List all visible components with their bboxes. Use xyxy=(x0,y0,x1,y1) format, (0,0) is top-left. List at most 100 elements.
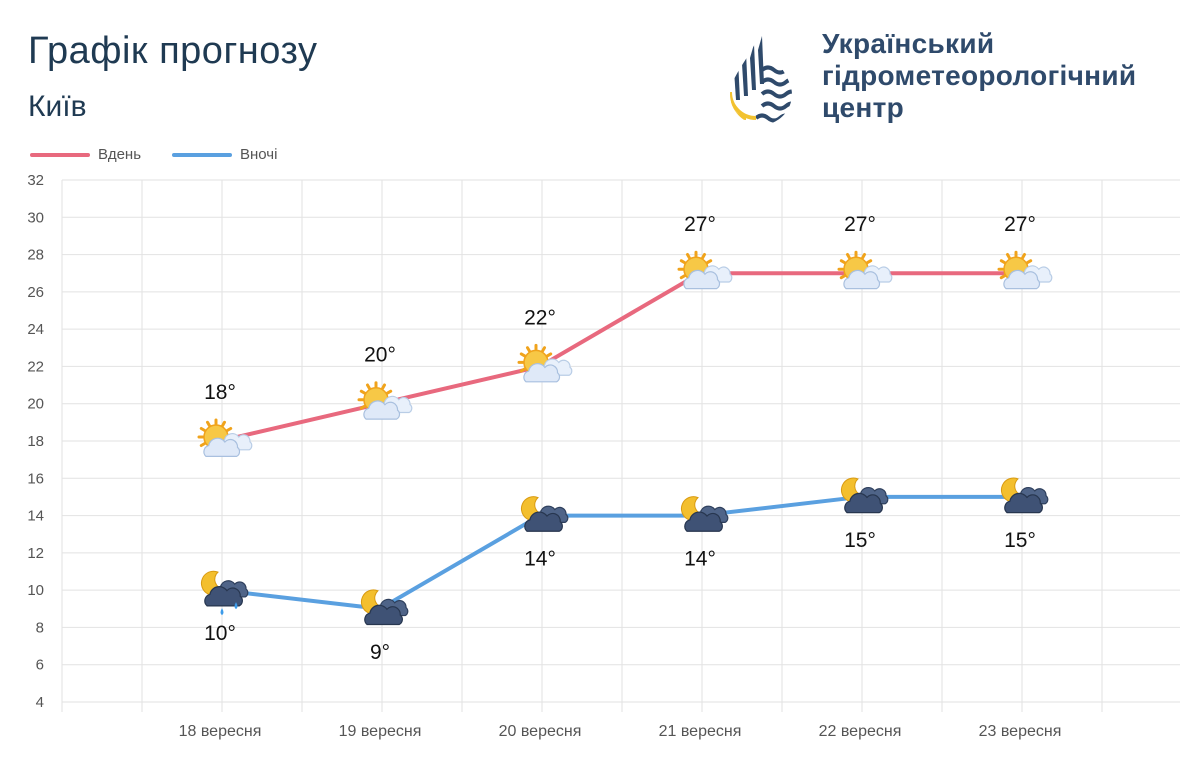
sun-ray xyxy=(199,427,207,432)
y-tick-label: 30 xyxy=(27,209,44,226)
moon-cloud-icon xyxy=(681,496,729,532)
y-tick-label: 6 xyxy=(36,657,44,674)
cloud-front xyxy=(1004,492,1043,514)
sun-cloud-icon xyxy=(677,250,733,290)
sun-ray xyxy=(225,427,233,432)
sun-ray xyxy=(366,383,371,390)
x-tick-label: 21 вересня xyxy=(659,723,742,740)
y-tick-label: 8 xyxy=(36,619,44,636)
legend-label-night: Вночі xyxy=(240,146,278,163)
y-tick-label: 12 xyxy=(27,545,44,562)
y-tick-label: 24 xyxy=(27,321,44,338)
y-tick-label: 10 xyxy=(27,582,44,599)
page-title: Графік прогнозу xyxy=(28,30,318,72)
night-value-label: 10° xyxy=(204,622,236,645)
sun-ray xyxy=(359,389,367,395)
day-value-label: 20° xyxy=(364,344,396,367)
sun-ray xyxy=(221,420,226,428)
cloud-front xyxy=(203,437,241,457)
chart-axes: 4 6 8 10 12 14 16 18 20 22 24 26 28 30 32 18 вересня 19 … xyxy=(27,172,1061,740)
sun-ray xyxy=(999,259,1007,265)
sun-cloud-icon xyxy=(357,381,413,420)
logo-text: Український гідрометеорологічний центр xyxy=(822,28,1136,124)
chart-weather-icons xyxy=(197,250,1053,626)
night-value-label: 9° xyxy=(370,641,390,664)
sun-ray xyxy=(359,404,367,410)
sun-ray xyxy=(846,252,851,260)
x-tick-label: 18 вересня xyxy=(179,723,262,740)
cloud-front xyxy=(684,511,723,532)
night-value-label: 14° xyxy=(684,548,716,571)
x-tick-label: 19 вересня xyxy=(339,723,422,740)
x-tick-label: 23 вересня xyxy=(979,723,1062,740)
day-value-label: 27° xyxy=(844,213,876,236)
y-tick-label: 18 xyxy=(27,433,44,450)
cloud-front xyxy=(1003,269,1041,290)
sun-ray xyxy=(679,259,687,265)
day-value-label: 22° xyxy=(524,306,556,329)
sun-ray xyxy=(839,259,847,265)
sun-cloud-icon xyxy=(837,250,893,290)
y-tick-label: 26 xyxy=(27,284,44,301)
day-series-line xyxy=(218,271,1022,443)
sun-ray xyxy=(686,252,691,260)
sun-ray xyxy=(861,252,866,260)
cloud-front xyxy=(683,269,721,290)
sun-ray xyxy=(865,259,873,265)
y-tick-label: 14 xyxy=(27,508,44,525)
x-tick-label: 22 вересня xyxy=(819,723,902,740)
legend-item-night[interactable]: Вночі xyxy=(172,146,277,163)
sun-ray xyxy=(1025,259,1033,265)
sun-ray xyxy=(999,274,1007,280)
cloud-front xyxy=(524,511,563,532)
day-value-label: 18° xyxy=(204,381,236,404)
sun-ray xyxy=(519,352,527,358)
y-tick-label: 20 xyxy=(27,396,44,413)
logo-line-2: гідрометеорологічний xyxy=(822,60,1137,91)
day-value-label: 27° xyxy=(684,213,716,236)
moon-cloud-icon xyxy=(521,496,569,532)
sun-ray xyxy=(541,346,546,353)
night-value-label: 15° xyxy=(1004,529,1036,552)
cloud-front xyxy=(363,400,401,420)
logo-line-3: центр xyxy=(822,92,905,123)
moon-cloud-icon xyxy=(1001,477,1049,514)
night-value-label: 14° xyxy=(524,548,556,571)
rain-drop xyxy=(234,602,238,610)
cloud-front xyxy=(844,492,883,514)
y-tick-label: 22 xyxy=(27,358,44,375)
moon-cloud-rain-icon xyxy=(201,570,249,616)
cloud-front xyxy=(523,363,561,383)
water-drop-logo-icon xyxy=(730,32,792,125)
cloud-front xyxy=(843,269,881,290)
sun-ray xyxy=(839,274,847,280)
y-tick-label: 4 xyxy=(36,694,44,711)
rain-drop xyxy=(220,608,224,616)
logo-line-1: Український xyxy=(822,28,995,59)
sun-ray xyxy=(381,383,386,390)
moon-cloud-icon xyxy=(841,477,889,514)
y-tick-label: 28 xyxy=(27,247,44,264)
x-tick-label: 20 вересня xyxy=(499,723,582,740)
sun-ray xyxy=(1006,252,1011,260)
day-value-label: 27° xyxy=(1004,213,1036,236)
y-tick-label: 32 xyxy=(27,172,44,189)
legend-swatch-day xyxy=(30,152,90,157)
sun-ray xyxy=(545,352,553,358)
y-tick-label: 16 xyxy=(27,470,44,487)
sun-cloud-icon xyxy=(997,250,1053,290)
moon-cloud-icon xyxy=(361,589,409,626)
sun-ray xyxy=(679,274,687,280)
sun-ray xyxy=(199,442,207,447)
sun-ray xyxy=(385,389,393,395)
legend-item-day[interactable]: Вдень xyxy=(30,146,141,163)
sun-ray xyxy=(705,259,713,265)
night-value-label: 15° xyxy=(844,529,876,552)
sun-ray xyxy=(526,346,531,353)
sun-cloud-icon xyxy=(517,343,573,383)
legend-swatch-night xyxy=(172,152,232,157)
sun-ray xyxy=(206,420,211,428)
cloud-front xyxy=(204,586,243,607)
cloud-front xyxy=(364,604,403,626)
